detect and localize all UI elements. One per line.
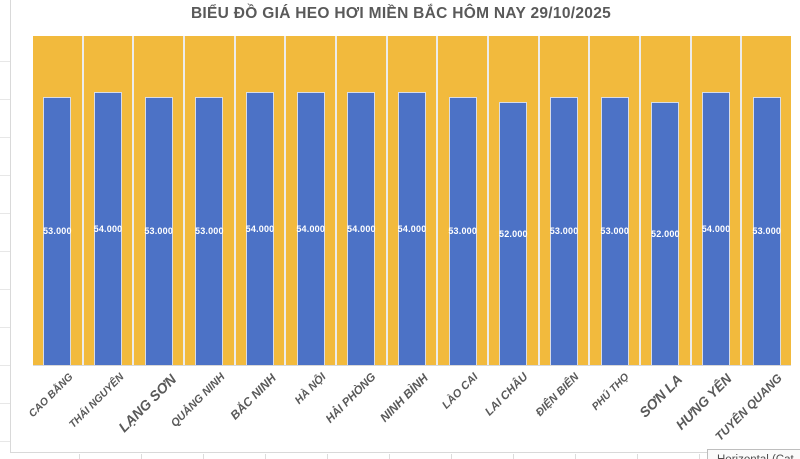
bar[interactable]: 54.000 [296,91,326,365]
bar[interactable]: 54.000 [245,91,275,365]
bar[interactable]: 53.000 [600,96,630,365]
bar-value-label: 54.000 [245,223,275,234]
category-column: 53.000 [438,36,490,365]
category-axis-label: SƠN LA [635,371,685,421]
bar-value-label: 53.000 [144,226,174,237]
bar-value-label: 52.000 [499,228,528,239]
bar-value-label: 54.000 [93,223,123,234]
category-axis-label: HƯNG YÊN [673,371,735,433]
bar-value-label: 53.000 [194,226,224,237]
bar-value-label: 52.000 [651,228,680,239]
category-column: 53.000 [185,36,236,365]
category-axis-label: NINH BÌNH [377,371,431,425]
bar-value-label: 53.000 [549,226,579,237]
category-column: 53.000 [134,36,186,365]
category-axis-label: PHÚ THỌ [589,371,632,413]
category-axis-label: ĐIỆN BIÊN [533,371,582,419]
chart-title: BIỂU ĐỒ GIÁ HEO HƠI MIỀN BẮC HÔM NAY 29/… [190,5,612,22]
category-column: 52.000 [489,36,540,365]
bar-value-label: 53.000 [42,226,72,237]
category-axis-label: CAO BẰNG [26,371,76,420]
category-column: 54.000 [84,36,135,365]
category-axis-label: HÀ NỘI [292,371,329,407]
category-axis-label: BẮC NINH [227,371,280,423]
category-axis-label: QUẢNG NINH [168,371,228,430]
category-axis-label: HẢI PHÒNG [324,371,379,426]
bar-value-label: 54.000 [397,223,427,234]
bar[interactable]: 54.000 [347,91,376,365]
bar-value-label: 53.000 [600,226,630,237]
bar[interactable]: 53.000 [448,96,478,365]
bar[interactable]: 53.000 [549,96,579,365]
category-column: 53.000 [33,36,84,365]
bar-value-label: 54.000 [347,223,376,234]
bar[interactable]: 53.000 [144,96,174,365]
category-column: 54.000 [388,36,439,365]
spreadsheet-row-gridlines [0,0,10,453]
category-column: 54.000 [337,36,388,365]
category-column: 54.000 [236,36,287,365]
bar[interactable]: 52.000 [651,101,680,365]
bar[interactable]: 53.000 [194,96,224,365]
category-column: 53.000 [540,36,591,365]
plot-area[interactable]: 53.000 54.000 53.000 53.000 54.000 54.000 54.0… [33,36,791,366]
category-column: 53.000 [590,36,642,365]
spreadsheet-column-gridlines [0,454,800,459]
category-axis-label: TUYÊN QUANG [712,371,785,444]
category-axis-label: LAI CHÂU [483,371,531,419]
category-axis-label: THÁI NGUYÊN [66,371,127,431]
bar-value-label: 53.000 [752,226,782,237]
bar[interactable]: 52.000 [499,101,528,365]
category-column: 52.000 [641,36,692,365]
category-axis-label: LÀO CAI [439,371,481,412]
chart-element-tooltip: Horizontal (Cat [707,449,800,459]
bar-value-label: 53.000 [448,226,478,237]
chart-canvas[interactable]: BIỂU ĐỒ GIÁ HEO HƠI MIỀN BẮC HÔM NAY 29/… [10,0,800,453]
bar[interactable]: 54.000 [701,91,731,365]
category-column: 54.000 [286,36,338,365]
bar[interactable]: 54.000 [93,91,123,365]
category-column: 54.000 [692,36,743,365]
category-axis-label: LẠNG SƠN [115,371,180,436]
bar[interactable]: 53.000 [752,96,782,365]
bar[interactable]: 53.000 [42,96,72,365]
bar-value-label: 54.000 [701,223,731,234]
bar[interactable]: 54.000 [397,91,427,365]
category-column: 53.000 [742,36,791,365]
bar-value-label: 54.000 [296,223,326,234]
